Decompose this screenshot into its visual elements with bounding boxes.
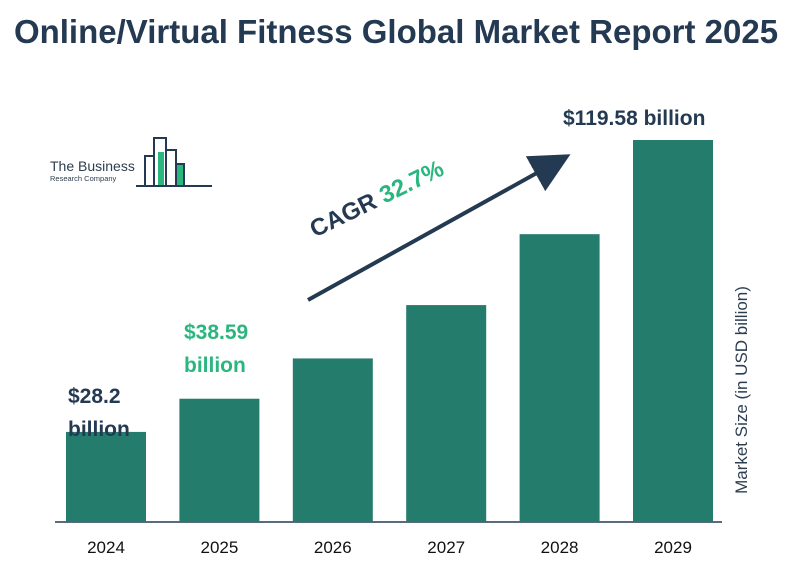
- value-label-2029: $119.58 billion: [563, 107, 706, 130]
- bar-2024: [66, 431, 146, 522]
- x-tick-2024: 2024: [87, 538, 125, 557]
- bar-2026: [292, 358, 373, 522]
- x-tick-2025: 2025: [200, 538, 238, 557]
- value-label-2024: $28.2 billion: [68, 380, 130, 446]
- logo-subtitle: Research Company: [50, 174, 117, 183]
- x-tick-2028: 2028: [541, 538, 579, 557]
- bar-2029: [633, 140, 713, 522]
- x-tick-2027: 2027: [427, 538, 465, 557]
- logo-bars-icon: [136, 137, 212, 187]
- value-label-2025-amount: $38.59: [184, 321, 249, 344]
- bar-2025: [179, 398, 260, 522]
- value-label-2025: $38.59 billion: [184, 316, 248, 382]
- y-axis-label: Market Size (in USD billion): [732, 286, 751, 494]
- logo-name: The Business: [50, 158, 135, 174]
- bar-2028: [519, 234, 600, 523]
- bar-2027: [406, 305, 487, 522]
- x-tick-2029: 2029: [654, 538, 692, 557]
- chart-title: Online/Virtual Fitness Global Market Rep…: [13, 13, 779, 50]
- value-label-2024-unit: billion: [68, 418, 130, 441]
- x-tick-2026: 2026: [314, 538, 352, 557]
- cagr-arrow: [307, 154, 571, 302]
- value-label-2024-amount: $28.2: [68, 385, 121, 408]
- value-label-2025-unit: billion: [184, 354, 246, 377]
- company-logo: The Business Research Company: [48, 130, 218, 192]
